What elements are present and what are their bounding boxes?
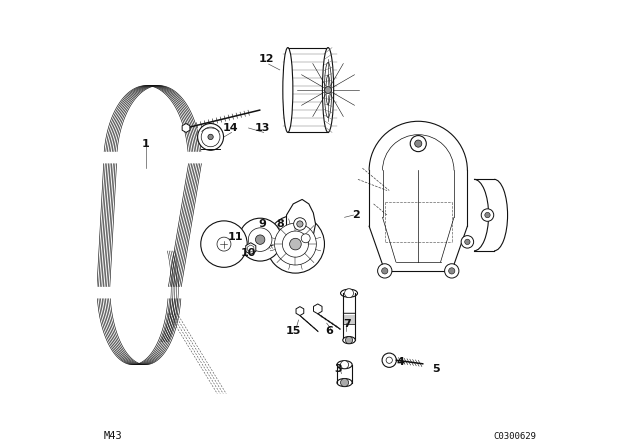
Ellipse shape [323,47,333,133]
Text: M43: M43 [104,431,122,440]
Polygon shape [182,124,190,133]
Circle shape [248,228,272,251]
Ellipse shape [337,361,352,369]
Circle shape [208,134,213,140]
Text: 7: 7 [343,319,351,329]
Circle shape [275,223,316,265]
Ellipse shape [283,47,293,133]
Text: 15: 15 [285,326,301,336]
Ellipse shape [326,75,330,105]
Circle shape [340,361,349,369]
Text: 3: 3 [334,364,342,374]
Ellipse shape [324,62,332,117]
Circle shape [201,221,247,267]
Circle shape [239,218,282,261]
Circle shape [340,379,349,387]
Circle shape [297,221,303,227]
Ellipse shape [343,336,355,344]
Text: 2: 2 [352,210,360,220]
Circle shape [481,209,493,221]
Circle shape [301,234,310,243]
Text: 11: 11 [227,233,243,242]
Circle shape [445,264,459,278]
Ellipse shape [337,379,352,387]
Circle shape [382,353,396,367]
Circle shape [415,140,422,147]
Circle shape [449,268,455,274]
Ellipse shape [201,127,220,147]
Text: 5: 5 [432,364,440,374]
Circle shape [344,289,353,297]
Text: 10: 10 [241,248,256,258]
Polygon shape [287,199,316,249]
Circle shape [282,231,308,257]
Circle shape [410,136,426,152]
Text: 12: 12 [259,54,274,64]
Ellipse shape [198,124,223,151]
Text: 14: 14 [223,123,239,133]
Ellipse shape [340,289,358,297]
Text: 8: 8 [276,219,284,229]
Text: C0300629: C0300629 [493,431,536,440]
Circle shape [465,239,470,245]
Circle shape [484,212,490,218]
Text: 6: 6 [325,326,333,336]
Circle shape [217,237,231,251]
Polygon shape [246,243,256,254]
Circle shape [255,235,265,244]
Circle shape [294,218,306,230]
Circle shape [346,336,353,344]
Circle shape [461,236,474,248]
Circle shape [378,264,392,278]
Text: 4: 4 [396,358,404,367]
Circle shape [324,86,332,94]
Circle shape [290,238,301,250]
Circle shape [386,357,392,363]
Polygon shape [314,304,322,314]
Circle shape [381,268,388,274]
Text: 9: 9 [258,219,266,229]
Text: 1: 1 [142,138,150,149]
Text: 13: 13 [254,123,269,133]
Polygon shape [296,306,304,315]
Circle shape [266,215,324,273]
